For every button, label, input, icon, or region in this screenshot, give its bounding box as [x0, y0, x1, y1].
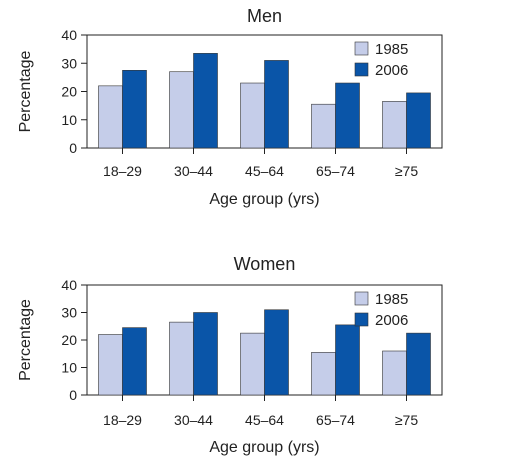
chart-0-bar-2006-2 — [264, 60, 289, 149]
chart-0-category-label: 45–64 — [245, 163, 284, 179]
chart-0-bar-1985-4 — [382, 101, 407, 149]
chart-0-title: Men — [247, 6, 282, 26]
chart-0-bar-1985-1 — [169, 71, 194, 149]
chart-0-bar-2006-3 — [335, 82, 360, 149]
chart-1-bar-1985-2 — [240, 332, 265, 396]
chart-1-x-axis-label: Age group (yrs) — [209, 439, 319, 456]
chart-1-legend-label-1985: 1985 — [375, 291, 408, 308]
chart-0-bar-2006-1 — [193, 53, 218, 149]
chart-1-y-tick-label: 30 — [61, 305, 77, 321]
chart-0-y-tick-label: 40 — [61, 27, 77, 43]
chart-0-category-label: 65–74 — [316, 163, 355, 179]
chart-1-legend-swatch-2006 — [354, 312, 369, 327]
chart-1-panel: Women 0 10 20 30 40 Percentage 18–29 30–44 45–64 6… — [17, 254, 443, 456]
chart-0-panel: Men 0 10 20 30 40 Percentage 18–29 30–44 45–64 65–… — [17, 6, 443, 208]
chart-0-y-tick-label: 10 — [61, 112, 77, 128]
chart-1-category-label: 18–29 — [103, 412, 142, 428]
chart-0-category-label: ≥75 — [395, 163, 418, 179]
chart-1-y-tick-label: 0 — [69, 387, 77, 403]
chart-0-bar-2006-4 — [406, 92, 431, 149]
chart-1-bar-1985-1 — [169, 321, 194, 396]
chart-0-y-axis-label: Percentage — [17, 50, 34, 132]
chart-0-bar-1985-3 — [311, 103, 336, 149]
chart-1-bar-2006-3 — [335, 324, 360, 396]
chart-1-legend-swatch-1985 — [354, 291, 369, 306]
chart-0-legend-swatch-1985 — [354, 41, 369, 56]
chart-0-bar-2006-0 — [122, 70, 147, 149]
chart-1-title: Women — [234, 254, 296, 274]
chart-0-bar-1985-2 — [240, 82, 265, 149]
chart-1-y-tick-label: 20 — [61, 332, 77, 348]
chart-1-bar-1985-4 — [382, 350, 407, 396]
chart-1-y-tick-label: 40 — [61, 277, 77, 293]
chart-1-bar-2006-2 — [264, 309, 289, 396]
chart-1-bar-2006-0 — [122, 327, 147, 396]
chart-1-bar-2006-1 — [193, 312, 218, 396]
chart-1-category-label: 65–74 — [316, 412, 355, 428]
chart-1-bar-2006-4 — [406, 332, 431, 396]
chart-0-category-label: 18–29 — [103, 163, 142, 179]
chart-1-category-label: 45–64 — [245, 412, 284, 428]
chart-1-y-tick-label: 10 — [61, 360, 77, 376]
chart-0-legend-swatch-2006 — [354, 62, 369, 77]
chart-1-y-axis-label: Percentage — [17, 299, 34, 381]
chart-0-x-axis-label: Age group (yrs) — [209, 191, 319, 208]
chart-0-y-tick-label: 20 — [61, 84, 77, 100]
chart-0-bar-1985-0 — [98, 85, 123, 149]
chart-0-y-tick-label: 0 — [69, 140, 77, 156]
chart-0-category-label: 30–44 — [174, 163, 213, 179]
chart-1-legend-label-2006: 2006 — [375, 312, 408, 329]
chart-1-category-label: 30–44 — [174, 412, 213, 428]
chart-0-y-tick-label: 30 — [61, 55, 77, 71]
chart-0-legend-label-1985: 1985 — [375, 41, 408, 58]
chart-1-bar-1985-3 — [311, 352, 336, 396]
chart-1-bar-1985-0 — [98, 334, 123, 396]
chart-0-legend-label-2006: 2006 — [375, 62, 408, 79]
chart-1-category-label: ≥75 — [395, 412, 418, 428]
